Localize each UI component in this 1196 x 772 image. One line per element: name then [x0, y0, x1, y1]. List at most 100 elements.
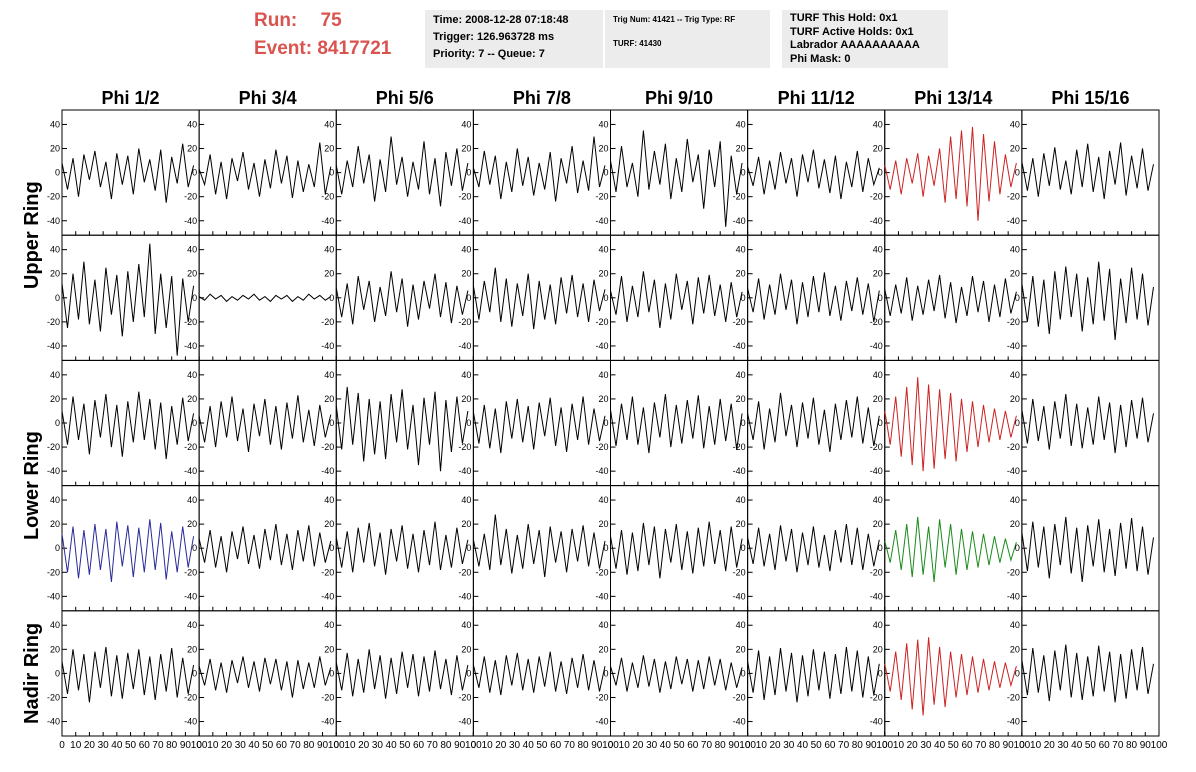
- y-tick-label: 0: [55, 293, 60, 303]
- x-tick-label: 60: [1099, 740, 1111, 751]
- info-line: TURF: 41430: [613, 39, 662, 48]
- x-tick-label: 100: [1151, 740, 1168, 751]
- waveform: [884, 637, 1017, 716]
- x-tick-label: 20: [632, 740, 644, 751]
- y-tick-label: 0: [1015, 543, 1020, 553]
- y-tick-label: 0: [329, 168, 334, 178]
- waveform: [1021, 516, 1154, 582]
- x-tick-label: 60: [550, 740, 562, 751]
- waveform: [472, 267, 606, 330]
- y-tick-label: -20: [458, 442, 471, 452]
- y-tick-label: 40: [187, 119, 197, 129]
- x-tick-label: 0: [608, 740, 614, 751]
- x-tick-label: 20: [907, 740, 919, 751]
- y-tick-label: -20: [733, 317, 746, 327]
- y-tick-label: -40: [47, 216, 60, 226]
- y-tick-label: -40: [870, 466, 883, 476]
- y-tick-label: -20: [1007, 317, 1020, 327]
- y-tick-label: 0: [603, 418, 608, 428]
- y-tick-label: -40: [595, 591, 608, 601]
- y-tick-label: 40: [187, 245, 197, 255]
- row-label: Nadir Ring: [21, 623, 43, 724]
- y-tick-label: 20: [461, 644, 471, 654]
- y-tick-label: 20: [873, 394, 883, 404]
- waveform: [335, 271, 469, 327]
- y-tick-label: 40: [598, 495, 608, 505]
- y-tick-label: 0: [329, 293, 334, 303]
- panel-frame: [335, 234, 474, 361]
- x-tick-label: 70: [975, 740, 987, 751]
- info-box: TURF This Hold: 0x1 TURF Active Holds: 0…: [782, 10, 948, 68]
- x-tick-label: 100: [328, 740, 345, 751]
- event-value: 8417721: [317, 38, 392, 59]
- x-tick-label: 60: [276, 740, 288, 751]
- y-tick-label: -40: [184, 466, 197, 476]
- x-tick-label: 40: [934, 740, 946, 751]
- run-label: Run:: [254, 10, 298, 31]
- y-tick-label: 20: [873, 144, 883, 154]
- event-line: Event: 8417721: [254, 38, 391, 60]
- y-tick-label: -40: [1007, 341, 1020, 351]
- y-tick-label: -20: [184, 692, 197, 702]
- y-tick-label: -40: [184, 216, 197, 226]
- x-tick-label: 70: [564, 740, 576, 751]
- waveform: [884, 377, 1017, 472]
- x-tick-label: 10: [482, 740, 494, 751]
- panel-frame: [747, 234, 886, 361]
- y-tick-label: 20: [1010, 144, 1020, 154]
- y-tick-label: 0: [466, 418, 471, 428]
- column-title: Phi 15/16: [1051, 88, 1129, 108]
- x-tick-label: 0: [471, 740, 477, 751]
- x-tick-label: 60: [413, 740, 425, 751]
- x-tick-label: 30: [372, 740, 384, 751]
- x-tick-label: 50: [125, 740, 137, 751]
- x-tick-label: 20: [221, 740, 233, 751]
- x-tick-label: 50: [536, 740, 548, 751]
- x-tick-label: 50: [399, 740, 411, 751]
- y-tick-label: 0: [603, 668, 608, 678]
- y-tick-label: 40: [324, 620, 334, 630]
- y-tick-label: 0: [741, 543, 746, 553]
- y-tick-label: 20: [461, 394, 471, 404]
- y-tick-label: 20: [50, 519, 60, 529]
- x-tick-label: 100: [739, 740, 756, 751]
- y-tick-label: -40: [870, 717, 883, 727]
- x-tick-label: 0: [1019, 740, 1025, 751]
- y-tick-label: 20: [50, 269, 60, 279]
- panel-frame: [884, 234, 1023, 361]
- y-tick-label: 0: [878, 293, 883, 303]
- y-tick-label: 20: [873, 644, 883, 654]
- y-tick-label: -40: [321, 216, 334, 226]
- y-tick-label: 40: [736, 119, 746, 129]
- y-tick-label: -40: [321, 717, 334, 727]
- info-line: Labrador AAAAAAAAAA: [790, 39, 920, 51]
- y-tick-label: -20: [321, 317, 334, 327]
- y-tick-label: -20: [1007, 442, 1020, 452]
- y-tick-label: 0: [741, 418, 746, 428]
- x-tick-label: 80: [578, 740, 590, 751]
- info-box: Trig Num: 41421 -- Trig Type: RF TURF: 4…: [605, 10, 770, 68]
- y-tick-label: 40: [598, 620, 608, 630]
- y-tick-label: 40: [736, 620, 746, 630]
- info-line: Trigger: 126.963728 ms: [433, 31, 555, 43]
- y-tick-label: 0: [1015, 168, 1020, 178]
- y-tick-label: -20: [595, 192, 608, 202]
- y-tick-label: -40: [870, 216, 883, 226]
- x-tick-label: 90: [180, 740, 192, 751]
- y-tick-label: 40: [187, 370, 197, 380]
- y-tick-label: 40: [736, 245, 746, 255]
- x-tick-label: 70: [427, 740, 439, 751]
- y-tick-label: 20: [461, 519, 471, 529]
- y-tick-label: 40: [1010, 370, 1020, 380]
- column-title: Phi 1/2: [102, 88, 160, 108]
- y-tick-label: 0: [878, 668, 883, 678]
- y-tick-label: 20: [187, 644, 197, 654]
- y-tick-label: 40: [598, 245, 608, 255]
- y-tick-label: 0: [329, 668, 334, 678]
- y-tick-label: 0: [192, 168, 197, 178]
- x-tick-label: 30: [509, 740, 521, 751]
- y-tick-label: -20: [184, 317, 197, 327]
- waveform: [472, 514, 606, 578]
- waveform: [747, 149, 880, 200]
- y-tick-label: 20: [187, 144, 197, 154]
